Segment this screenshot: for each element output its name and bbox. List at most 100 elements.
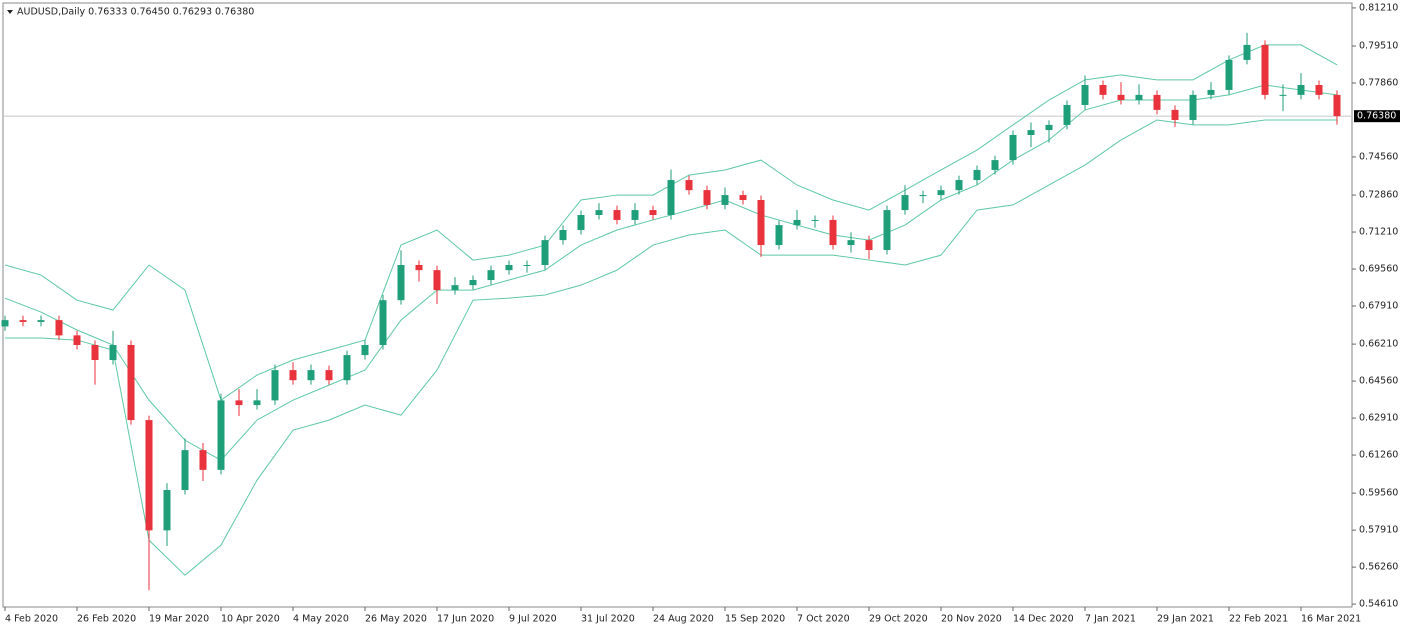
candle-body [1243, 44, 1251, 60]
x-tick-label: 15 Sep 2020 [725, 614, 785, 625]
candle-body [577, 215, 585, 231]
candle-body [757, 199, 765, 246]
candle-body [559, 230, 567, 241]
y-tick-label: 0.66210 [1359, 339, 1398, 350]
y-tick-label: 0.77860 [1359, 77, 1398, 88]
candle-body [235, 400, 243, 406]
x-tick-label: 26 May 2020 [365, 614, 427, 625]
menu-arrow[interactable] [7, 10, 13, 14]
x-tick-label: 26 Feb 2020 [77, 614, 136, 625]
x-tick-label: 17 Jun 2020 [437, 614, 494, 625]
candle-body [1063, 104, 1071, 125]
candle-body [667, 180, 675, 216]
candle-body [37, 320, 45, 322]
y-tick-label: 0.67910 [1359, 301, 1398, 312]
x-tick-label: 4 Feb 2020 [5, 614, 58, 625]
x-tick-label: 24 Aug 2020 [653, 614, 714, 625]
candle-body [1009, 134, 1017, 161]
candle-body [127, 345, 135, 421]
candle-body [397, 264, 405, 301]
candle-body [829, 219, 837, 246]
candle-body [253, 400, 261, 406]
candle-body [811, 219, 819, 221]
x-tick-label: 19 Mar 2020 [149, 614, 209, 625]
candle-body [325, 370, 333, 381]
plot-frame [2, 2, 1353, 608]
candle-body [433, 270, 441, 291]
candle-body [595, 210, 603, 216]
candle-body [451, 285, 459, 291]
candle-body [937, 190, 945, 196]
candle-body [1261, 44, 1269, 95]
candle-body [685, 180, 693, 191]
x-tick-label: 14 Dec 2020 [1013, 614, 1074, 625]
candle-body [541, 240, 549, 265]
candle-body [883, 210, 891, 250]
candle-body [1081, 85, 1089, 105]
candle-body [613, 210, 621, 220]
candle-body [1207, 89, 1215, 95]
candle-body [415, 264, 423, 271]
candle-body [1045, 124, 1053, 131]
candle-body [739, 195, 747, 200]
candle-body [181, 450, 189, 491]
candle-body [1027, 130, 1035, 135]
candle-body [1117, 94, 1125, 101]
y-tick-label: 0.57910 [1359, 525, 1398, 536]
candle-body [343, 355, 351, 381]
candle-body [379, 300, 387, 346]
candle-body [361, 345, 369, 356]
x-tick-label: 29 Jan 2021 [1157, 614, 1214, 625]
candle-body [721, 195, 729, 205]
candle-body [1099, 85, 1107, 95]
y-tick-label: 0.69560 [1359, 264, 1398, 275]
candle-body [1315, 85, 1323, 95]
candle-body [631, 210, 639, 220]
y-tick-label: 0.59560 [1359, 488, 1398, 499]
y-tick-label: 0.79510 [1359, 41, 1398, 52]
candle-body [973, 169, 981, 181]
candle-body [991, 160, 999, 170]
candle-body [955, 180, 963, 191]
candle-body [847, 240, 855, 246]
candle-body [145, 420, 153, 531]
candle-body [1297, 85, 1305, 95]
candle-body [109, 345, 117, 361]
candle-body [91, 345, 99, 361]
band-lower [5, 119, 1337, 576]
candle-body [469, 280, 477, 286]
x-tick-label: 22 Feb 2021 [1229, 614, 1288, 625]
candle-body [1333, 94, 1341, 117]
y-tick-label: 0.54610 [1359, 599, 1398, 610]
candle-body [865, 240, 873, 250]
y-tick-label: 0.81210 [1359, 2, 1398, 13]
candle-body [271, 370, 279, 401]
candle-body [289, 370, 297, 381]
y-tick-label: 0.62910 [1359, 413, 1398, 424]
x-tick-label: 7 Jan 2021 [1085, 614, 1136, 625]
candle-body [199, 450, 207, 470]
candle-body [505, 264, 513, 271]
candle-body [19, 320, 27, 322]
x-tick-label: 7 Oct 2020 [797, 614, 850, 625]
chart-title: AUDUSD,Daily 0.76333 0.76450 0.76293 0.7… [17, 7, 254, 18]
y-tick-label: 0.72860 [1359, 190, 1398, 201]
candle-body [703, 190, 711, 205]
candle-body [1135, 94, 1143, 101]
x-tick-label: 4 May 2020 [293, 614, 349, 625]
candle-body [649, 210, 657, 216]
y-tick-label: 0.74560 [1359, 151, 1398, 162]
candle-body [163, 490, 171, 531]
candle-body [775, 225, 783, 246]
y-tick-label: 0.71210 [1359, 227, 1398, 238]
candle-body [55, 320, 63, 336]
x-tick-label: 9 Jul 2020 [509, 614, 557, 625]
x-tick-label: 20 Nov 2020 [941, 614, 1002, 625]
candle-body [901, 195, 909, 211]
candle-body [523, 264, 531, 266]
x-tick-label: 10 Apr 2020 [221, 614, 280, 625]
candle-body [919, 195, 927, 197]
candle-body [793, 219, 801, 226]
candle-body [1189, 94, 1197, 120]
